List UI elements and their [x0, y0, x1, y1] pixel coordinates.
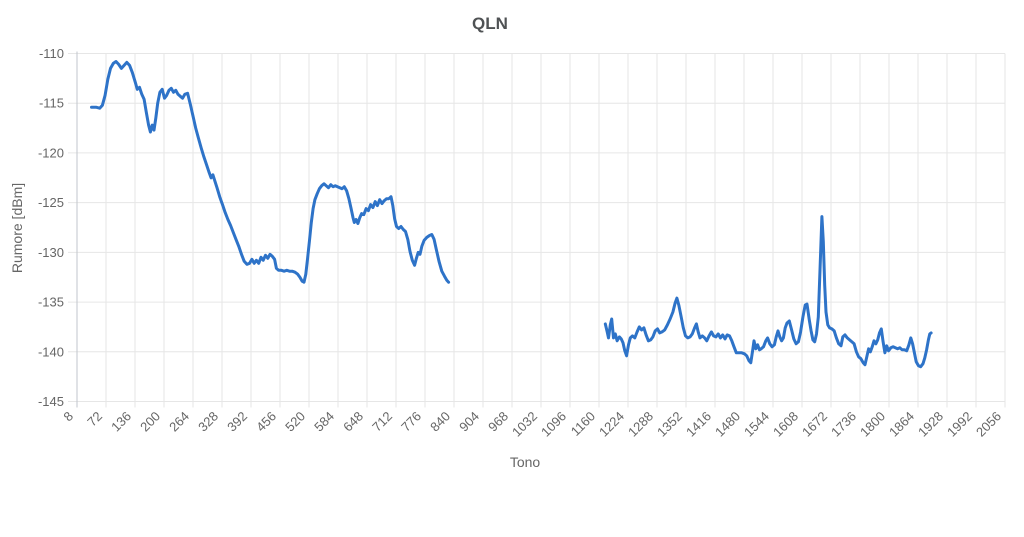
y-tick-label: -110	[39, 46, 64, 61]
x-tick-label: 264	[166, 409, 192, 435]
x-tick-label: 1992	[944, 409, 975, 440]
x-tick-label: 200	[137, 409, 163, 435]
x-tick-label: 1736	[828, 409, 859, 440]
qln-line-segment-1	[90, 60, 451, 284]
y-tick-label: -120	[38, 145, 64, 160]
x-tick-label: 1224	[596, 409, 627, 440]
x-tick-label: 1608	[770, 409, 801, 440]
y-tick-label: -145	[38, 394, 64, 409]
x-tick-label: 2056	[973, 409, 1004, 440]
chart-title: QLN	[472, 14, 508, 33]
x-tick-label: 840	[427, 409, 453, 435]
x-tick-label: 392	[224, 409, 250, 435]
x-tick-label: 1864	[886, 409, 917, 440]
x-tick-label: 136	[108, 409, 134, 435]
x-tick-label: 904	[456, 409, 482, 435]
x-axis-tick-labels: 8 72 136 200 264 328 392 456 520 584 648 712 776 840 9…	[60, 409, 1004, 440]
x-tick-label: 1800	[857, 409, 888, 440]
x-tick-label: 72	[84, 409, 105, 430]
qln-line-segment-2	[603, 215, 933, 369]
x-tick-label: 456	[253, 409, 279, 435]
horizontal-gridlines	[68, 53, 1005, 402]
x-tick-label: 1160	[568, 409, 598, 439]
x-tick-label: 712	[369, 409, 395, 435]
x-tick-label: 1480	[712, 409, 743, 440]
vertical-gridlines	[76, 53, 1006, 408]
x-tick-label: 328	[195, 409, 221, 435]
x-tick-label: 520	[282, 409, 308, 435]
x-tick-label: 1096	[538, 409, 569, 440]
x-tick-label: 584	[311, 409, 337, 435]
y-tick-label: -125	[38, 195, 64, 210]
x-tick-label: 1544	[741, 409, 772, 440]
x-tick-label: 1032	[509, 409, 540, 440]
y-axis-tick-labels: -110 -115 -120 -125 -130 -135 -140 -145	[38, 46, 64, 409]
x-axis-label: Tono	[510, 454, 541, 470]
y-tick-label: -130	[38, 245, 64, 260]
x-tick-label: 1928	[915, 409, 946, 440]
x-tick-label: 8	[60, 409, 76, 425]
x-tick-label: 1288	[625, 409, 656, 440]
x-tick-label: 776	[398, 409, 424, 435]
x-tick-label: 968	[485, 409, 511, 435]
x-tick-label: 648	[340, 409, 366, 435]
x-tick-label: 1416	[683, 409, 714, 440]
y-tick-label: -140	[38, 344, 64, 359]
qln-line-series	[90, 60, 933, 369]
y-axis-label: Rumore [dBm]	[9, 183, 25, 273]
y-tick-label: -135	[38, 295, 64, 310]
y-tick-label: -115	[39, 96, 64, 111]
x-tick-label: 1352	[654, 409, 685, 440]
x-tick-label: 1672	[799, 409, 830, 440]
